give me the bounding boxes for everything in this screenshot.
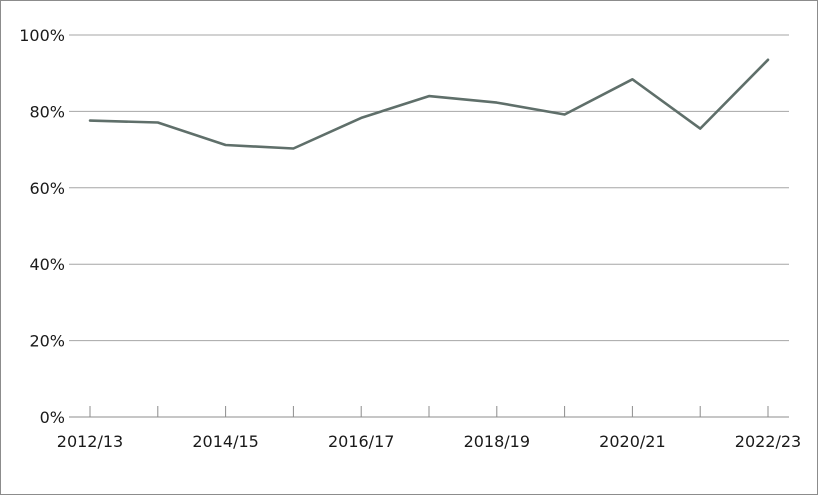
- y-tick-label: 0%: [40, 408, 65, 427]
- x-tick-label: 2016/17: [328, 432, 394, 451]
- y-tick-label: 100%: [19, 26, 65, 45]
- series-group: [88, 58, 770, 150]
- y-axis-tick-labels: 0% 20% 40% 60% 80% 100%: [19, 26, 65, 427]
- x-axis: [69, 406, 789, 418]
- y-tick-label: 80%: [29, 102, 65, 121]
- x-tick-label: 2014/15: [192, 432, 258, 451]
- x-tick-label: 2012/13: [57, 432, 123, 451]
- x-tick-label: 2020/21: [599, 432, 665, 451]
- series-line-0: [88, 58, 770, 150]
- y-tick-label: 40%: [29, 255, 65, 274]
- gridlines: [69, 34, 789, 342]
- x-tick-label: 2022/23: [735, 432, 801, 451]
- y-tick-label: 20%: [29, 332, 65, 351]
- x-axis-tick-labels: 2012/13 2014/15 2016/17 2018/19 2020/21 2022/…: [57, 432, 801, 451]
- x-tick-label: 2018/19: [464, 432, 530, 451]
- y-tick-label: 60%: [29, 179, 65, 198]
